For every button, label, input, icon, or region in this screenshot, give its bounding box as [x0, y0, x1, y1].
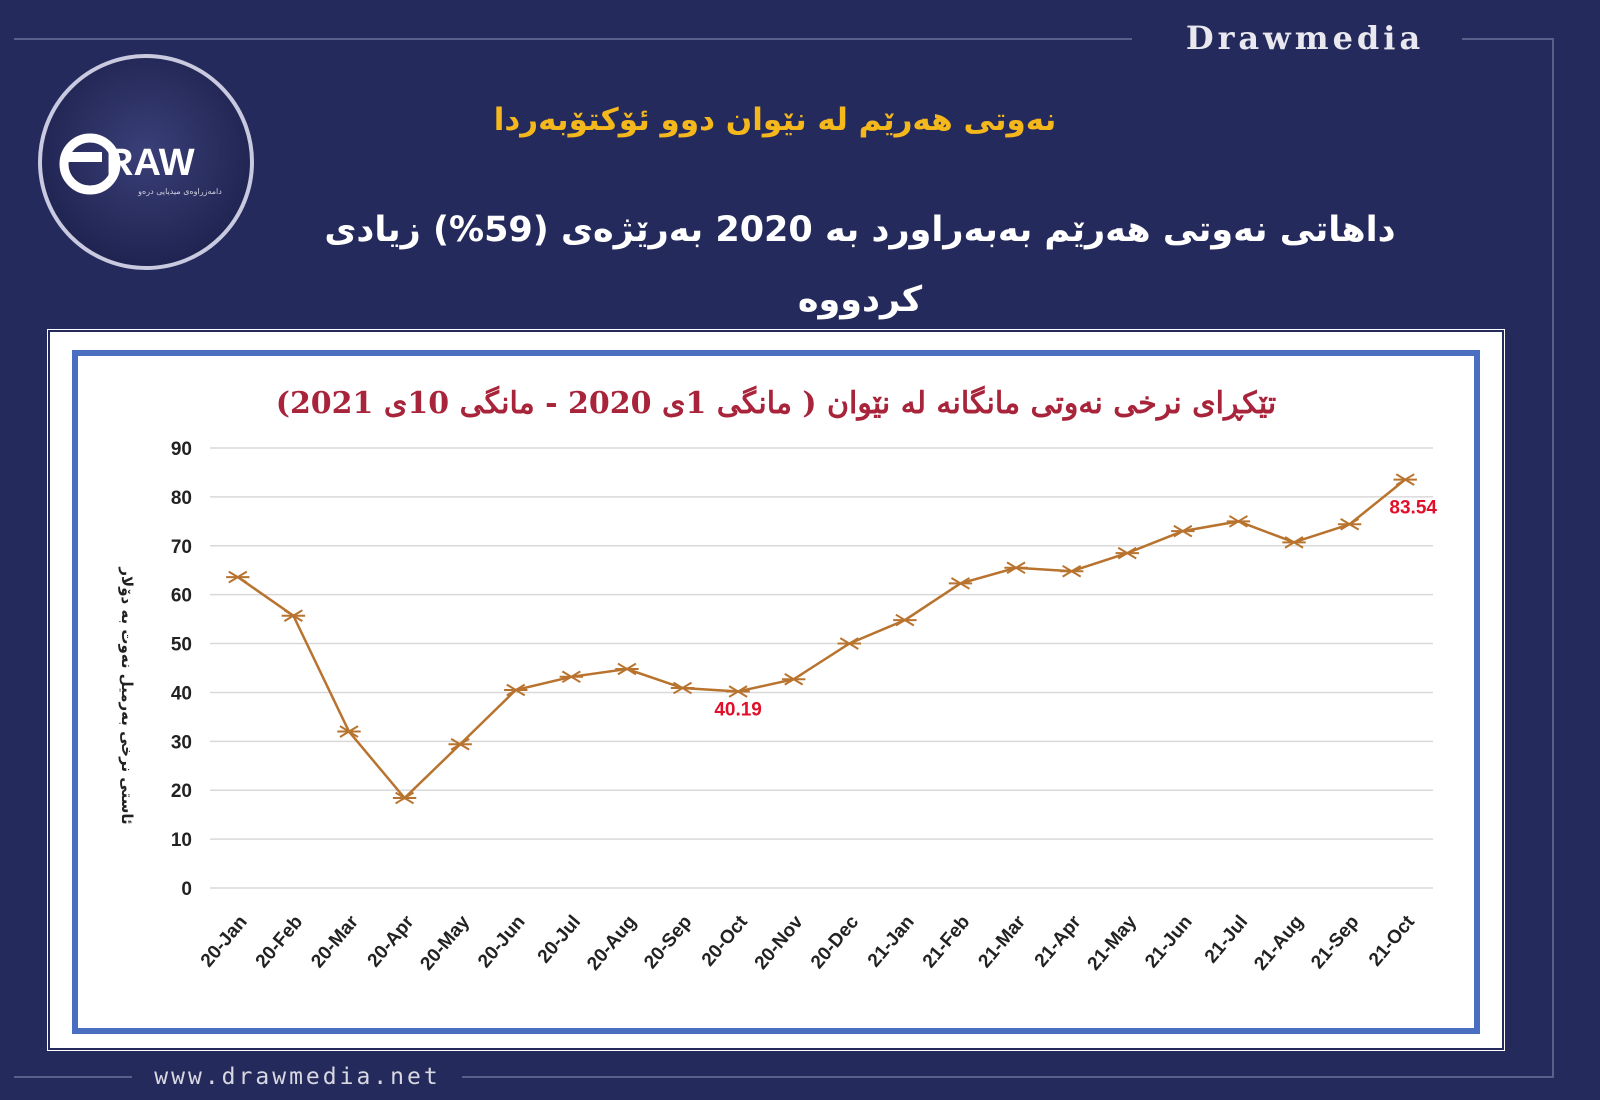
x-tick-label: 20-Mar: [307, 911, 363, 972]
frame-bottom-line-right: [462, 1076, 1554, 1078]
frame-top-line: [14, 38, 1132, 40]
x-tick-label: 20-Nov: [751, 911, 808, 973]
x-tick-label: 21-Feb: [919, 912, 974, 972]
headline-subtitle: نەوتی هەرێم لە نێوان دوو ئۆکتۆبەردا: [493, 102, 1057, 138]
data-label: 40.19: [714, 700, 762, 721]
logo-d-mark: [59, 133, 121, 195]
data-point: [1226, 515, 1251, 528]
y-tick-label: 80: [171, 488, 192, 509]
data-point: [1282, 536, 1306, 549]
x-tick-label: 20-Feb: [252, 912, 307, 972]
data-point: [448, 738, 472, 751]
y-tick-label: 50: [171, 635, 192, 656]
x-tick-label: 21-Jan: [864, 912, 919, 972]
frame-right-line: [1552, 38, 1554, 1078]
x-tick-label: 20-Jan: [197, 912, 252, 972]
y-tick-label: 60: [171, 586, 192, 607]
data-point: [1337, 518, 1362, 531]
brand-wordmark: Drawmedia: [1185, 19, 1425, 57]
chart-card: 0 10 20 30 40 50 60 70 80 90 ئاستی نرخی بەرمیل نەو…: [47, 329, 1505, 1051]
data-point: [1059, 564, 1084, 578]
data-point: [1115, 546, 1139, 560]
data-point: [1171, 524, 1195, 538]
line-chart: 0 10 20 30 40 50 60 70 80 90 ئاستی نرخی بەرمیل نەو…: [118, 439, 1437, 975]
y-tick-label: 10: [171, 830, 192, 851]
data-point: [837, 637, 861, 650]
data-point: [1393, 473, 1417, 486]
data-point: [948, 577, 973, 590]
x-tick-label: 21-Mar: [974, 911, 1030, 972]
x-tick-label: 20-Sep: [640, 912, 696, 973]
data-point: [670, 681, 695, 695]
draw-logo: RAW دامەزراوەی میدیایی درەو: [38, 54, 254, 270]
chart-panel: 0 10 20 30 40 50 60 70 80 90 ئاستی نرخی بەرمیل نەو…: [72, 350, 1480, 1034]
y-tick-label: 30: [171, 732, 192, 753]
data-point: [1004, 561, 1028, 575]
x-tick-label: 20-Apr: [364, 911, 419, 971]
x-tick-label: 20-Jun: [474, 912, 529, 972]
logo-wordmark: RAW: [106, 142, 195, 184]
data-point: [726, 685, 750, 698]
y-tick-label: 20: [171, 781, 192, 802]
series-line: [237, 478, 1406, 800]
logo-tagline: دامەزراوەی میدیایی درەو: [137, 187, 222, 196]
y-tick-label: 0: [181, 879, 192, 900]
data-point: [226, 570, 250, 584]
headline-title: داهاتی نەوتی هەرێم بەبەراورد بە 2020 بەر…: [324, 210, 1396, 320]
x-tick-label: 21-Jul: [1201, 912, 1252, 968]
frame-bottom-line-left: [14, 1076, 132, 1078]
data-point: [893, 613, 917, 627]
data-point: [615, 662, 639, 676]
data-point: [392, 791, 417, 805]
data-point: [504, 683, 528, 697]
chart-title: تێکڕای نرخی نەوتی مانگانە لە نێوان ( مان…: [275, 386, 1277, 421]
y-tick-label: 40: [171, 683, 192, 704]
data-point: [281, 609, 306, 622]
x-tick-label: 20-Aug: [583, 912, 640, 975]
x-tick-label: 20-May: [416, 911, 474, 974]
x-tick-label: 21-Apr: [1031, 911, 1086, 971]
y-tick-label: 90: [171, 439, 192, 460]
x-tick-label: 20-Jul: [534, 912, 585, 968]
x-tick-label: 21-May: [1084, 911, 1142, 974]
x-tick-label: 21-Aug: [1250, 912, 1307, 975]
website-url: www.drawmedia.net: [154, 1064, 441, 1090]
x-tick-label: 21-Sep: [1307, 912, 1363, 973]
x-tick-label: 21-Oct: [1365, 911, 1420, 970]
x-tick-label: 20-Oct: [698, 911, 753, 970]
y-axis-title: ئاستی نرخی بەرمیل نەوت بە دۆلار: [118, 566, 136, 824]
x-tick-label: 20-Dec: [807, 911, 863, 973]
frame-top-line-right: [1462, 38, 1554, 40]
data-point: [782, 672, 806, 686]
data-label: 83.54: [1389, 498, 1437, 519]
x-tick-label: 21-Jun: [1141, 912, 1196, 972]
y-tick-label: 70: [171, 537, 192, 558]
data-point: [337, 725, 361, 738]
data-point: [559, 670, 584, 684]
logo-circle: [38, 54, 254, 270]
